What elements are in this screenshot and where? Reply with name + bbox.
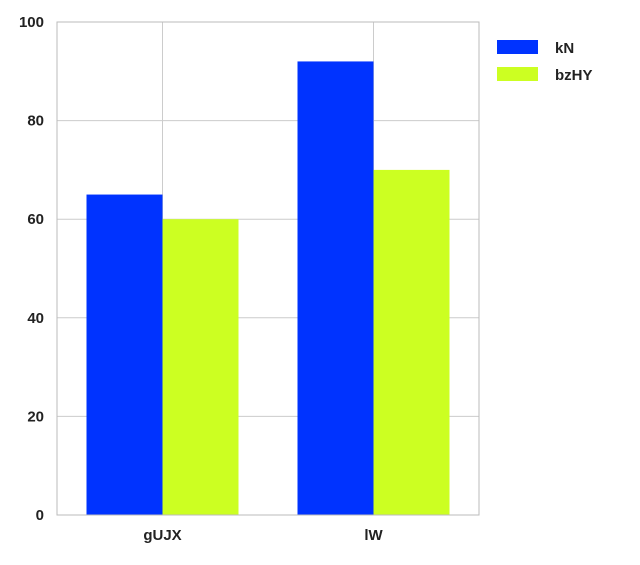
y-tick-label: 60 (27, 211, 44, 228)
bar-kN-gUJX (86, 194, 163, 516)
legend-swatch-kN (497, 40, 538, 54)
y-tick-label: 0 (36, 507, 44, 524)
plot-frame (56, 21, 480, 516)
bar-bzHY-gUJX (162, 219, 239, 515)
y-tick-label: 80 (27, 113, 44, 130)
bar-bzHY-lW (373, 169, 450, 515)
y-tick-label: 40 (27, 310, 44, 327)
y-tick-label: 20 (27, 408, 44, 425)
x-tick-label: gUJX (143, 527, 181, 544)
legend-label-kN: kN (555, 40, 574, 57)
legend: kN bzHY (497, 40, 593, 84)
bars (86, 61, 450, 516)
x-tick-label: lW (364, 527, 383, 544)
legend-label-bzHY: bzHY (555, 67, 593, 84)
y-axis-ticks: 0 20 40 60 80 100 (19, 14, 44, 524)
legend-swatch-bzHY (497, 67, 538, 81)
bar-kN-lW (297, 61, 374, 515)
y-tick-label: 100 (19, 14, 44, 31)
x-axis-ticks: gUJX lW (143, 527, 383, 544)
